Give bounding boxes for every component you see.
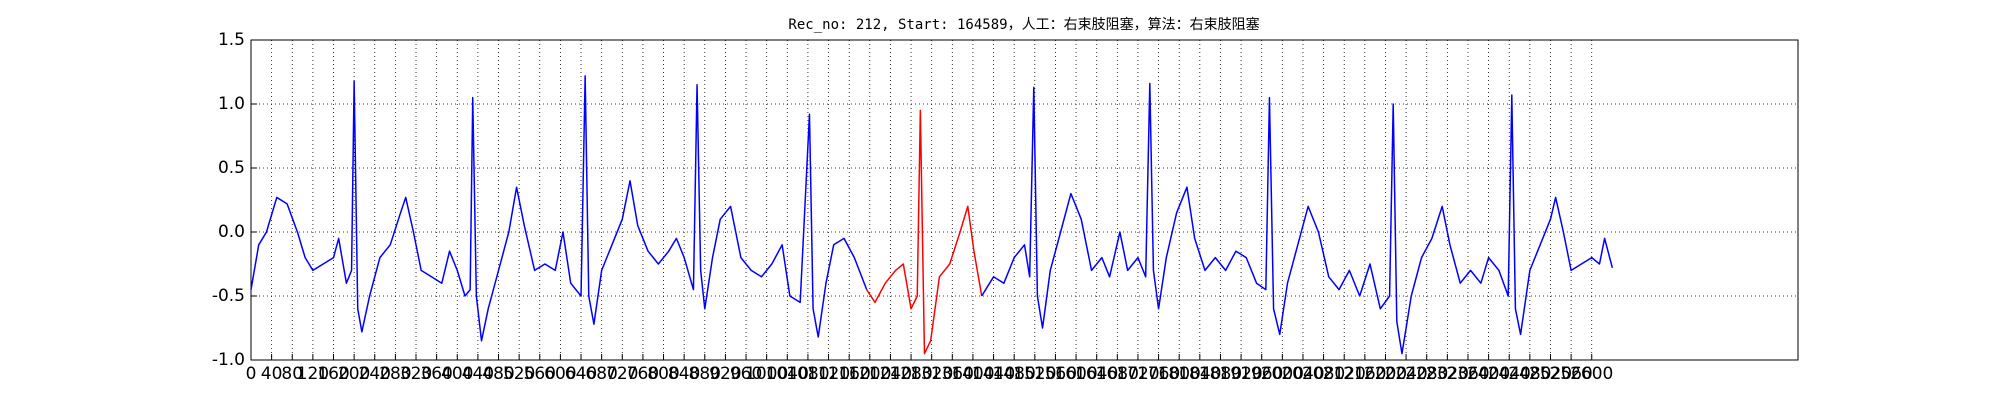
x-tick-label: 2120 [1323, 364, 1366, 384]
x-tick-label: 720 [606, 364, 638, 384]
x-tick-label: 520 [503, 364, 535, 384]
x-tick-label: 2440 [1488, 364, 1531, 384]
x-tick-label: 2560 [1549, 364, 1592, 384]
x-tick-label: 760 [627, 364, 659, 384]
x-tick-label: 1720 [1116, 364, 1159, 384]
x-tick-label: 1800 [1158, 364, 1201, 384]
x-tick-label: 840 [668, 364, 700, 384]
signal-line [981, 82, 1614, 355]
x-tick-label: 2600 [1570, 364, 1613, 384]
x-tick-label: 1320 [910, 364, 953, 384]
x-tick-label: 2480 [1508, 364, 1551, 384]
x-tick-label: 440 [462, 364, 494, 384]
x-tick-label: 960 [730, 364, 762, 384]
x-tick-label: 1640 [1075, 364, 1118, 384]
x-tick-label: 280 [379, 364, 411, 384]
x-tick-label: 1760 [1137, 364, 1180, 384]
x-tick-label: 2360 [1446, 364, 1489, 384]
x-tick-label: 560 [524, 364, 556, 384]
x-tick-label: 40 [261, 364, 283, 384]
x-tick-label: 1920 [1219, 364, 1262, 384]
x-tick-label: 1200 [848, 364, 891, 384]
x-tick-label: 2160 [1343, 364, 1386, 384]
y-tick-label: 0.0 [218, 222, 245, 242]
x-tick-label: 2280 [1405, 364, 1448, 384]
x-tick-label: 1520 [1013, 364, 1056, 384]
x-tick-label: 2080 [1302, 364, 1345, 384]
x-tick-label: 1040 [766, 364, 809, 384]
x-tick-label: 1280 [889, 364, 932, 384]
x-tick-label: 1480 [993, 364, 1036, 384]
x-tick-label: 1560 [1034, 364, 1077, 384]
x-tick-label: 1240 [869, 364, 912, 384]
x-tick-label: 120 [297, 364, 329, 384]
x-tick-label: 2200 [1364, 364, 1407, 384]
x-tick-label: 880 [689, 364, 721, 384]
x-tick-label: 360 [420, 364, 452, 384]
x-tick-label: 1840 [1178, 364, 1221, 384]
y-tick-label: 1.5 [218, 30, 245, 50]
x-tick-label: 2320 [1426, 364, 1469, 384]
x-tick-label: 680 [585, 364, 617, 384]
signal-line [250, 75, 868, 342]
y-tick-label: -1.0 [212, 350, 245, 370]
y-tick-label: 0.5 [218, 158, 245, 178]
x-tick-label: 1120 [807, 364, 850, 384]
x-tick-label: 920 [709, 364, 741, 384]
chart-title: Rec_no: 212, Start: 164589，人工：右束肢阻塞，算法：右… [788, 16, 1259, 33]
y-tick-label: 1.0 [218, 94, 245, 114]
x-tick-label: 2400 [1467, 364, 1510, 384]
x-tick-label: 1400 [951, 364, 994, 384]
x-tick-label: 1080 [786, 364, 829, 384]
x-tick-label: 400 [441, 364, 473, 384]
x-tick-label: 1600 [1054, 364, 1097, 384]
x-tick-label: 600 [544, 364, 576, 384]
x-tick-label: 160 [317, 364, 349, 384]
x-tick-label: 240 [359, 364, 391, 384]
y-tick-label: -0.5 [212, 286, 245, 306]
x-tick-label: 1000 [745, 364, 788, 384]
x-tick-label: 1440 [972, 364, 1015, 384]
x-tick-label: 1680 [1096, 364, 1139, 384]
x-tick-label: 200 [338, 364, 370, 384]
x-tick-label: 2520 [1529, 364, 1572, 384]
plot-frame [250, 39, 1799, 361]
x-tick-label: 800 [647, 364, 679, 384]
x-tick-label: 0 [246, 364, 257, 384]
x-tick-label: 1880 [1199, 364, 1242, 384]
x-tick-label: 1960 [1240, 364, 1283, 384]
x-tick-label: 2240 [1384, 364, 1427, 384]
x-tick-label: 1160 [828, 364, 871, 384]
x-tick-label: 640 [565, 364, 597, 384]
x-tick-label: 1360 [931, 364, 974, 384]
signal-line [866, 109, 983, 355]
x-tick-label: 320 [400, 364, 432, 384]
x-tick-label: 2040 [1281, 364, 1324, 384]
x-tick-label: 480 [482, 364, 514, 384]
x-tick-label: 80 [281, 364, 303, 384]
x-tick-label: 2000 [1261, 364, 1304, 384]
